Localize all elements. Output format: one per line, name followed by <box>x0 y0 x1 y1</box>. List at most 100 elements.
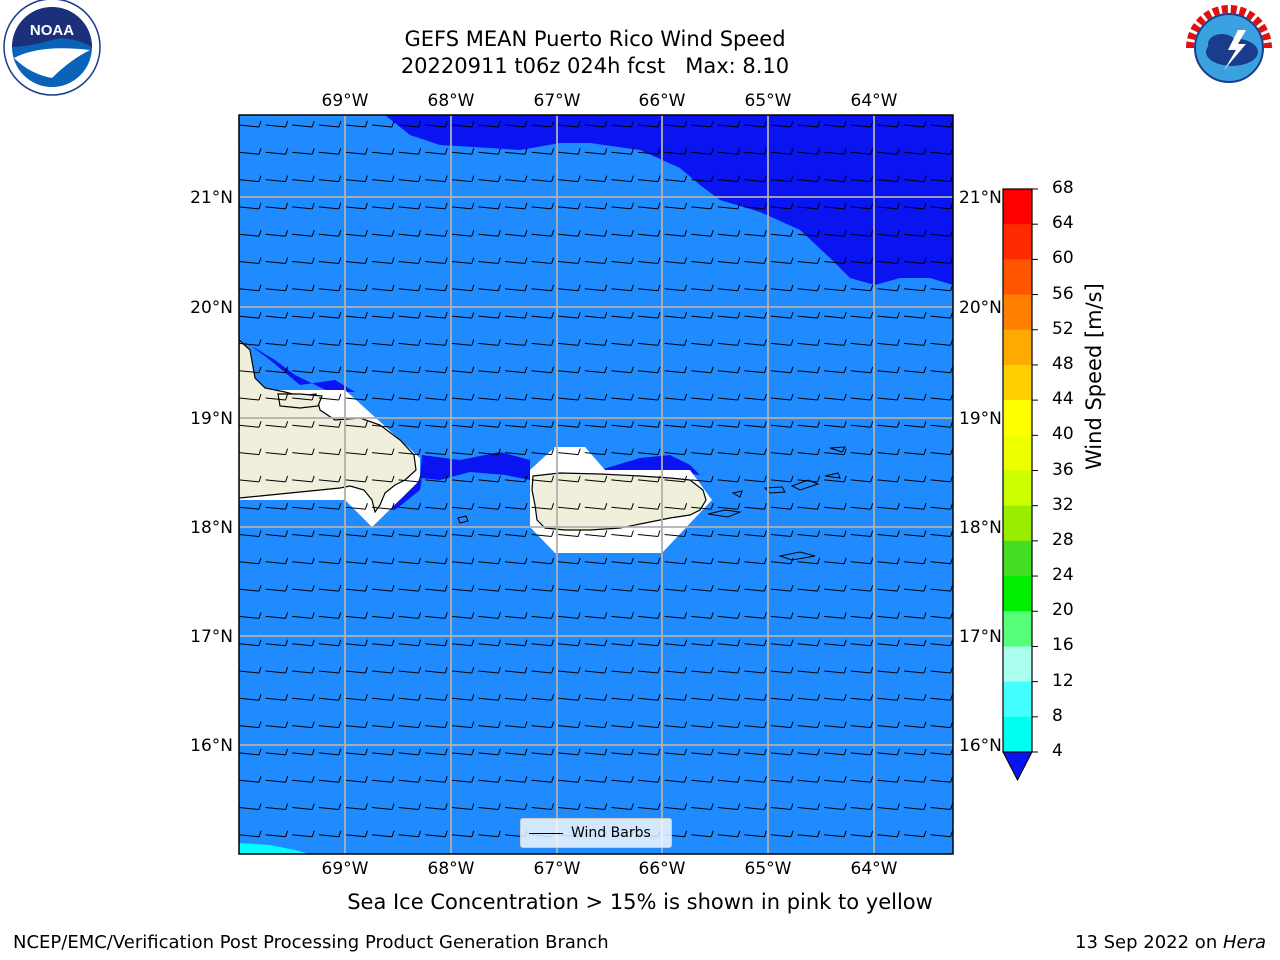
wind-barb <box>239 639 262 647</box>
wind-barb <box>770 748 794 756</box>
wind-barb <box>345 257 368 264</box>
map-legend: Wind Barbs <box>520 818 672 848</box>
wind-barb <box>584 748 608 756</box>
wind-barb <box>265 393 289 401</box>
wind-barb <box>504 666 528 674</box>
wind-barb <box>584 503 608 510</box>
wind-barb <box>770 530 794 537</box>
wind-barb <box>824 120 847 128</box>
wind-barb <box>850 448 874 456</box>
wind-barb <box>877 721 900 729</box>
wind-barb <box>744 639 767 647</box>
wind-barb <box>850 612 874 619</box>
low-wind-region-mona <box>420 452 530 480</box>
wind-barb <box>903 612 927 619</box>
wind-barb <box>824 202 847 210</box>
wind-barb <box>717 175 741 183</box>
wind-barb <box>744 557 767 565</box>
wind-barb <box>371 503 395 510</box>
wind-barb <box>637 721 661 729</box>
wind-barb <box>717 694 741 701</box>
wind-barb <box>584 612 608 619</box>
wind-barb <box>850 503 874 510</box>
wind-barb <box>797 721 821 729</box>
wind-barb <box>664 803 688 810</box>
wind-barb <box>425 120 448 128</box>
wind-barb <box>425 148 448 155</box>
wind-barb <box>744 311 767 319</box>
wind-barb <box>558 776 581 783</box>
wind-barb <box>611 120 634 128</box>
wind-barb <box>478 257 501 264</box>
wind-barb <box>611 284 634 292</box>
wind-barb <box>691 503 714 510</box>
wind-barb <box>717 721 741 729</box>
wind-barb <box>345 230 368 237</box>
wind-barb <box>664 639 688 647</box>
wind-barb <box>770 557 794 565</box>
colorbar-segment <box>1003 611 1032 647</box>
wind-barb <box>770 776 794 783</box>
wind-barb <box>531 612 555 619</box>
wind-barb <box>691 339 714 346</box>
colorbar-tick-label: 64 <box>1052 213 1074 234</box>
wind-barb <box>664 475 688 483</box>
wind-barb <box>877 366 900 374</box>
wind-barb <box>770 803 794 810</box>
wind-barb <box>371 284 395 292</box>
wind-barb <box>345 421 368 428</box>
wind-barb <box>504 475 528 483</box>
wind-barb <box>239 557 262 565</box>
colorbar-tick-label: 56 <box>1052 283 1074 304</box>
wind-barb <box>425 584 448 592</box>
wind-barb <box>345 557 368 565</box>
wind-barb <box>371 366 395 374</box>
wind-barb <box>611 230 634 237</box>
wind-barb <box>717 284 741 292</box>
wind-barb <box>584 584 608 592</box>
wind-barb <box>345 503 368 510</box>
wind-barb <box>850 830 874 838</box>
wind-barb <box>504 148 528 155</box>
island-sombrero <box>829 446 846 453</box>
wind-barb <box>664 339 688 346</box>
wind-barb <box>637 776 661 783</box>
wind-barb <box>797 776 821 783</box>
wind-barb <box>744 339 767 346</box>
wind-barb <box>664 393 688 401</box>
wind-barb <box>903 721 927 729</box>
wind-barb <box>398 230 422 237</box>
wind-barb <box>345 748 368 756</box>
wind-barb <box>611 421 634 428</box>
wind-barb <box>292 475 315 483</box>
lon-tick-label: 65°W <box>745 859 792 879</box>
wind-barb <box>744 366 767 374</box>
wind-barb <box>558 475 581 483</box>
wind-barb <box>903 202 927 210</box>
wind-barb <box>318 612 342 619</box>
wind-barb <box>691 230 714 237</box>
wind-barb <box>531 339 555 346</box>
wind-barb <box>345 803 368 810</box>
wind-barb <box>478 120 501 128</box>
wind-barb <box>371 612 395 619</box>
wind-barb <box>558 557 581 565</box>
wind-barb <box>717 748 741 756</box>
wind-barb <box>425 339 448 346</box>
wind-barb <box>345 148 368 155</box>
wind-barb <box>292 666 315 674</box>
wind-barb <box>371 448 395 456</box>
wind-barb <box>398 584 422 592</box>
wind-barb <box>398 530 422 537</box>
wind-barb <box>717 666 741 674</box>
wind-barb <box>478 748 501 756</box>
wind-barb <box>398 612 422 619</box>
wind-barb <box>797 448 821 456</box>
wind-barb <box>531 776 555 783</box>
wind-barb <box>531 803 555 810</box>
wind-barb <box>584 257 608 264</box>
wind-barb <box>504 366 528 374</box>
wind-barb <box>744 830 767 838</box>
wind-barb <box>451 393 475 401</box>
wind-barb <box>611 175 634 183</box>
